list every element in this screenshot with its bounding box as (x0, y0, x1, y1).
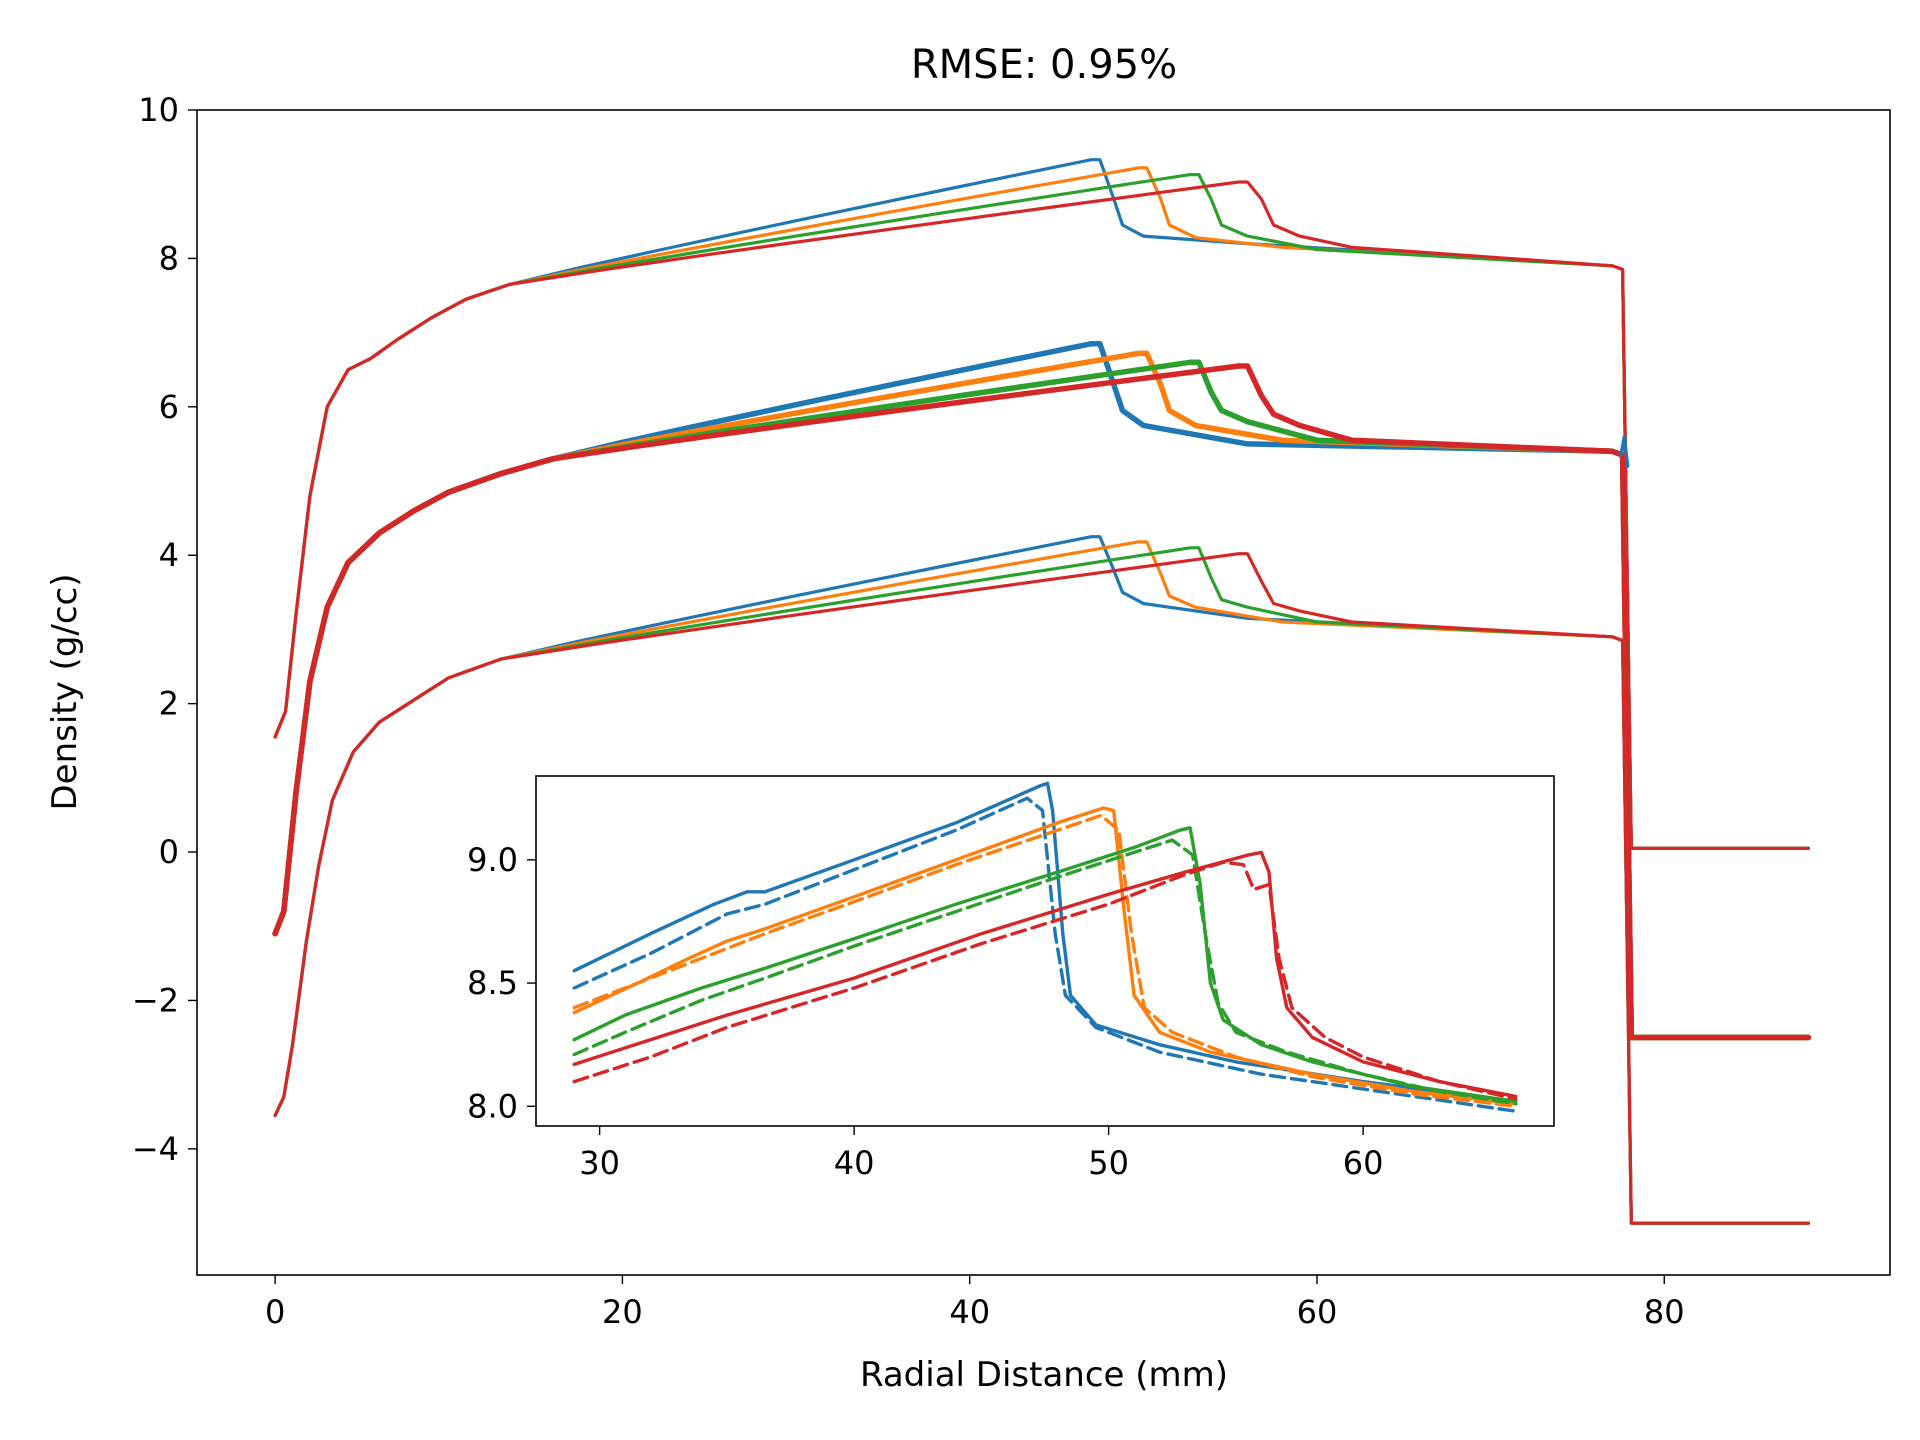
inset-series-green-dashed (572, 838, 1518, 1106)
main-x-tick-label: 80 (1644, 1293, 1685, 1331)
main-y-tick-label: 0 (159, 833, 179, 871)
inset-y-ticks: 8.0 8.5 9.0 (467, 841, 536, 1125)
main-x-tick-label: 60 (1297, 1293, 1338, 1331)
inset-series-blue-dashed (572, 796, 1518, 1113)
main-series-middle-blue-spike (1619, 434, 1630, 468)
main-y-tick-label: 2 (159, 685, 179, 723)
main-y-tick-label: −2 (132, 981, 179, 1019)
chart-title: RMSE: 0.95% (911, 42, 1177, 88)
inset-series-red-dashed (572, 860, 1518, 1101)
inset-x-tick-label: 60 (1343, 1144, 1384, 1182)
inset-x-tick-label: 40 (834, 1144, 875, 1182)
inset-y-tick-label: 9.0 (467, 841, 518, 879)
main-series-middle-red (272, 363, 1812, 1041)
inset-series-orange-solid (572, 806, 1518, 1106)
main-y-tick-label: −4 (132, 1130, 179, 1168)
main-y-ticks: −4 −2 0 2 4 6 8 10 (132, 91, 197, 1168)
main-x-ticks: 0 20 40 60 80 (265, 1275, 1685, 1331)
inset-axes-frame (535, 775, 1555, 1127)
inset-x-tick-label: 50 (1088, 1144, 1129, 1182)
inset-plot-lines (572, 781, 1518, 1113)
main-x-tick-label: 20 (602, 1293, 643, 1331)
main-y-tick-label: 8 (159, 239, 179, 277)
inset-series-blue-solid (572, 781, 1518, 1104)
main-y-tick-label: 4 (159, 536, 179, 574)
main-axes-frame (196, 109, 1891, 1276)
main-series-lower-red (273, 552, 1810, 1225)
inset-y-tick-label: 8.0 (467, 1087, 518, 1125)
y-axis-label: Density (g/cc) (45, 573, 85, 810)
main-axes: RMSE: 0.95% 0 20 40 60 80 −4 −2 0 2 4 6 8 10 Radial… (45, 42, 1891, 1395)
main-series-upper-red (273, 180, 1810, 850)
main-x-tick-label: 40 (949, 1293, 990, 1331)
inset-axes: 30 40 50 60 8.0 8.5 9.0 (467, 775, 1555, 1182)
main-y-tick-label: 6 (159, 388, 179, 426)
inset-y-tick-label: 8.5 (467, 964, 518, 1002)
inset-series-orange-dashed (572, 813, 1518, 1108)
inset-x-ticks: 30 40 50 60 (579, 1126, 1383, 1182)
main-plot-lines (272, 158, 1812, 1225)
main-y-tick-label: 10 (138, 91, 179, 129)
inset-series-red-solid (572, 850, 1518, 1099)
x-axis-label: Radial Distance (mm) (860, 1355, 1228, 1395)
main-x-tick-label: 0 (265, 1293, 285, 1331)
inset-x-tick-label: 30 (579, 1144, 620, 1182)
